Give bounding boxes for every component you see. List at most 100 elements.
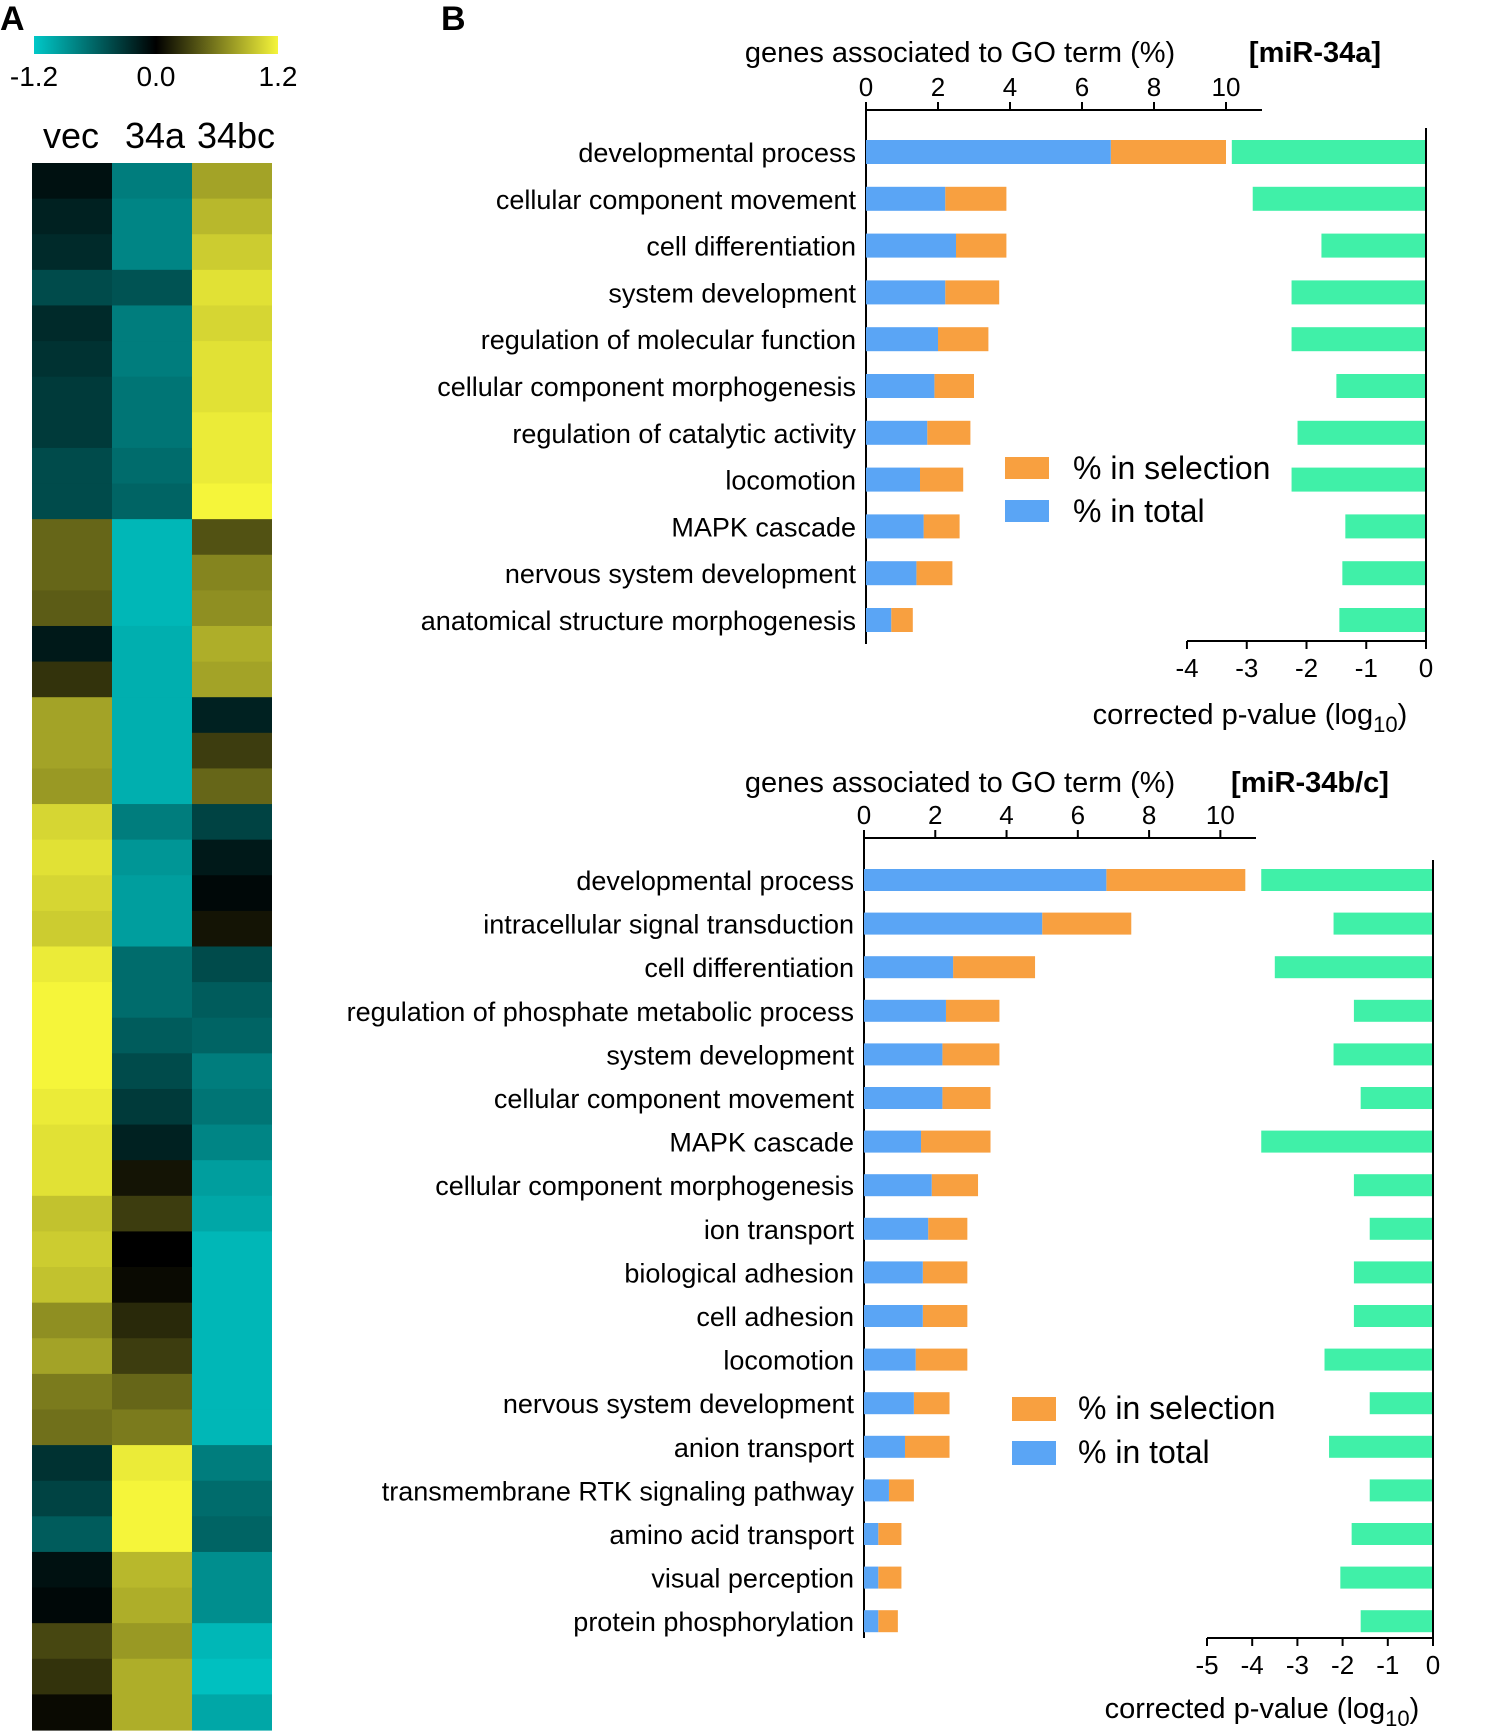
heatmap-cell [32,839,112,876]
heatmap-cell [32,1551,112,1589]
bottom-axis-tick-label: 0 [1426,1650,1440,1680]
heatmap-cell [32,1409,112,1446]
bar-in-total [866,608,892,632]
heatmap-cell [112,590,192,627]
heatmap-cell [192,163,272,200]
bar-in-selection [931,1174,979,1197]
heatmap-cell [192,1373,272,1411]
bottom-axis-tick-label: -4 [1241,1650,1264,1680]
bar-pvalue [1353,1261,1433,1284]
scale-tick-max: 1.2 [259,61,298,92]
chart2-legend-swatch-total [1012,1441,1056,1465]
bottom-axis-tick-label: -1 [1376,1650,1399,1680]
bar-pvalue [1329,1435,1433,1458]
chart2-bottom-axis-title-sub: 10 [1385,1706,1409,1731]
heatmap-cell [32,305,112,342]
chart1-tag: [miR-34a] [1249,37,1381,69]
category-label: regulation of phosphate metabolic proces… [347,997,854,1027]
heatmap-cell [192,1409,272,1446]
bar-in-total [866,374,935,398]
bar-in-total [864,1523,879,1545]
heatmap-cell [112,1445,192,1482]
heatmap-cell [192,1231,272,1268]
top-axis-tick-label: 0 [857,800,871,830]
heatmap-cell [32,1445,112,1482]
bottom-axis-tick-label: -1 [1355,653,1378,683]
top-axis-tick-label: 10 [1206,800,1235,830]
panel-label-a: A [0,0,25,38]
heatmap [32,163,272,1731]
heatmap-cell [192,875,272,912]
chart1-legend-swatch-selection [1005,457,1049,479]
bar-in-total [866,467,920,492]
heatmap-cell [112,1267,192,1304]
heatmap-cell [192,341,272,378]
heatmap-cell [192,1623,272,1660]
category-label: ion transport [704,1215,855,1245]
heatmap-cell [32,163,112,200]
heatmap-cell [112,1516,192,1553]
heatmap-cell [32,519,112,556]
chart1-bottom-axis-title-main: corrected p-value (log [1093,699,1373,731]
heatmap-cell [192,305,272,342]
heatmap-cell [192,412,272,449]
heatmap-cell [32,768,112,805]
bar-in-total [864,1261,923,1284]
heatmap-cell [112,661,192,698]
bar-in-selection [928,1217,968,1240]
chart1-legend-selection: % in selection [1073,450,1270,486]
bar-pvalue [1291,280,1426,305]
bar-in-selection [891,608,913,632]
top-axis-tick-label: 2 [928,800,942,830]
heatmap-column-vec: vec [43,115,99,156]
scale-tick-mid: 0.0 [137,61,176,92]
top-axis-tick-label: 0 [859,72,873,102]
category-label: regulation of catalytic activity [512,419,856,449]
heatmap-cell [112,1480,192,1517]
heatmap-cell [32,376,112,413]
heatmap-cell [112,163,192,200]
panel-label-b: B [441,0,466,38]
bar-pvalue [1340,1566,1433,1589]
heatmap-cell [32,804,112,841]
category-label: nervous system development [505,559,857,589]
heatmap-cell [32,875,112,912]
heatmap-cell [32,1195,112,1233]
heatmap-cell [192,982,272,1019]
heatmap-cell [192,1694,272,1731]
heatmap-cell [192,732,272,770]
bar-pvalue [1261,1130,1433,1153]
chart1-bottom-axis-title-paren: ) [1398,699,1408,731]
category-label: anion transport [674,1433,855,1463]
category-label: system development [606,1040,854,1070]
category-label: regulation of molecular function [481,325,856,355]
bar-pvalue [1345,514,1426,539]
heatmap-cell [32,554,112,591]
bar-in-total [866,140,1111,164]
heatmap-cell [192,1551,272,1589]
heatmap-cell [192,447,272,485]
category-label: nervous system development [503,1389,855,1419]
color-scale-bar [34,36,278,54]
bar-pvalue [1360,1087,1433,1109]
chart2-legend-selection: % in selection [1078,1390,1275,1426]
heatmap-cell [32,732,112,770]
heatmap-cell [32,1587,112,1624]
bar-in-total [866,233,956,258]
heatmap-cell [192,1516,272,1553]
heatmap-cell [192,1587,272,1624]
top-axis-tick-label: 4 [999,800,1013,830]
heatmap-cell [112,982,192,1019]
heatmap-cell [112,447,192,485]
bar-in-selection [945,999,1000,1022]
category-label: cell differentiation [646,232,856,262]
category-label: cellular component morphogenesis [435,1171,854,1201]
heatmap-cell [112,732,192,770]
heatmap-cell [32,447,112,485]
heatmap-cell [192,1445,272,1482]
bar-in-total [864,1130,922,1153]
heatmap-cell [112,910,192,948]
heatmap-cell [192,1124,272,1161]
top-axis-tick-label: 8 [1142,800,1156,830]
heatmap-cell [192,804,272,841]
